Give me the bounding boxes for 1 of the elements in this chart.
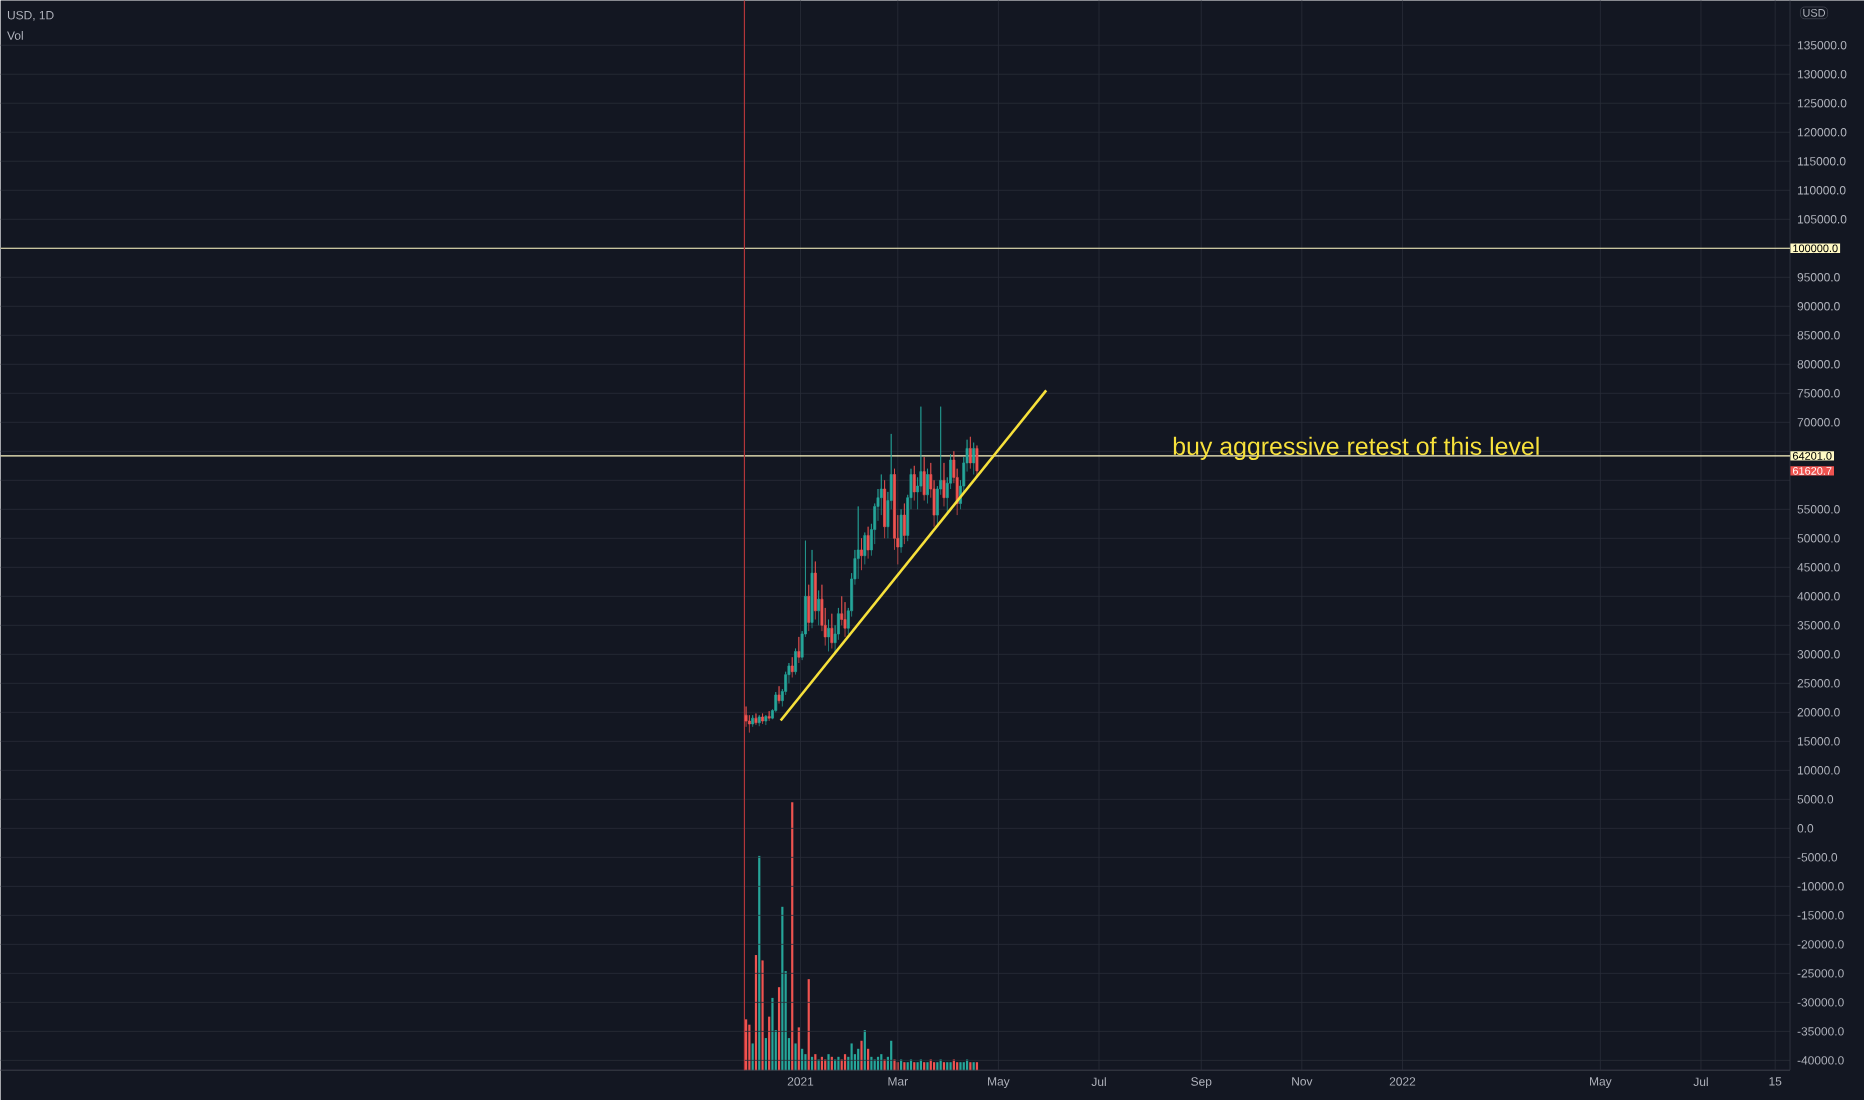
annotation: buy aggressive retest of this level — [1173, 436, 1539, 460]
